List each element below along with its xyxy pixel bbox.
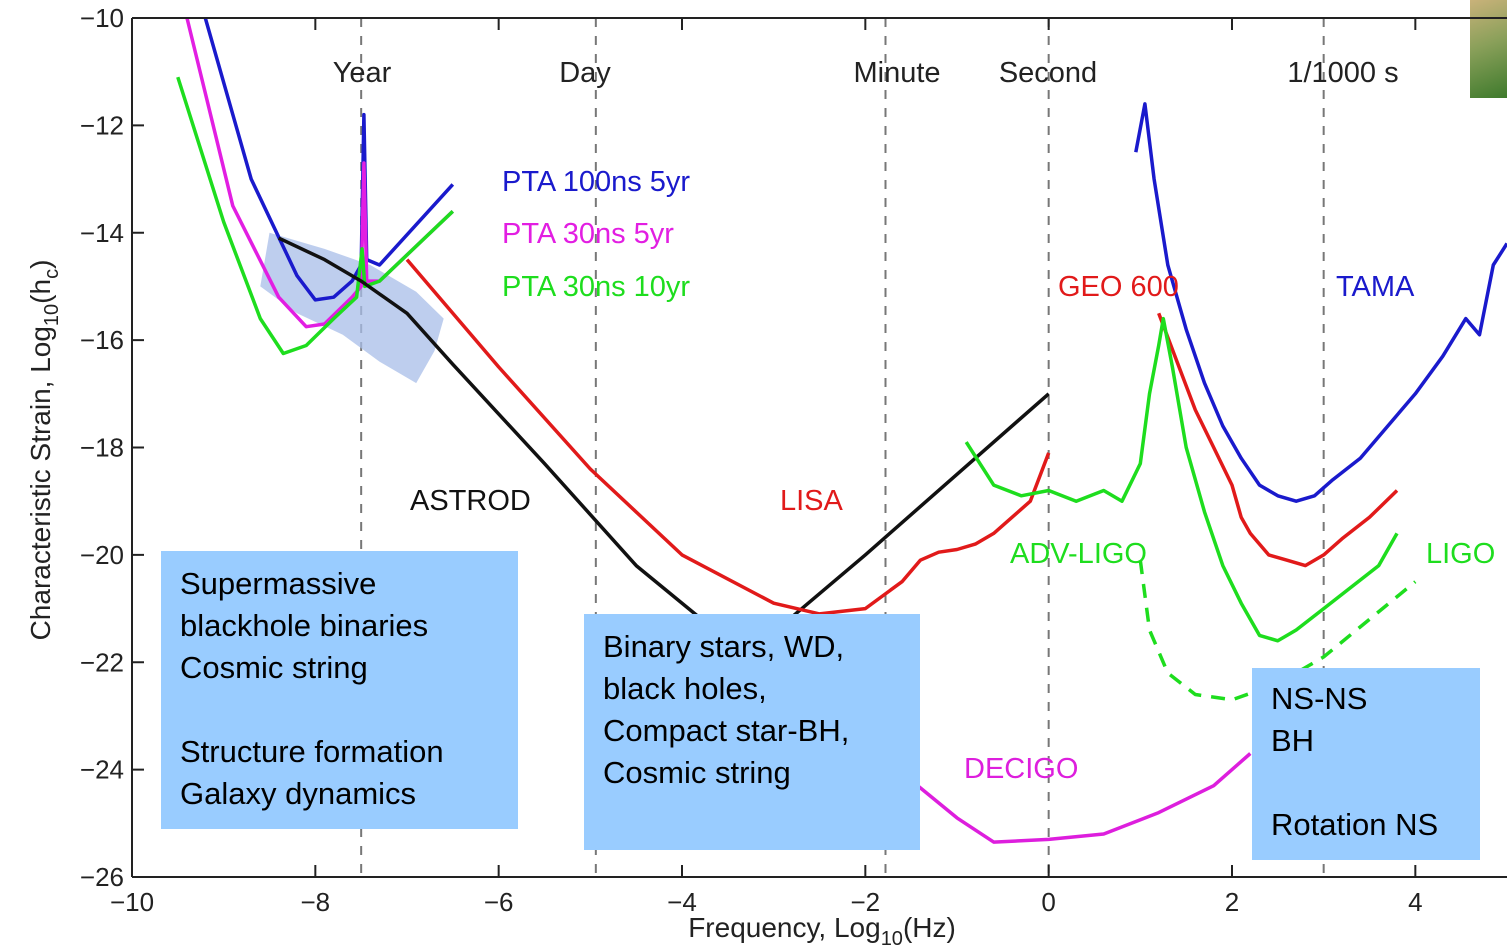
series-label: PTA 100ns 5yr [502,166,690,198]
x-tick-label: 4 [1408,887,1422,917]
series-line [1157,312,1399,568]
annotation-line: Supermassive [180,566,377,601]
series-line [176,76,455,356]
corner-photo [1470,0,1507,98]
x-tick-label: −10 [110,887,154,917]
y-tick-label: −22 [80,647,124,677]
annotation-ns: NS-NS BH Rotation NS [1252,668,1480,860]
series-label: PTA 30ns 5yr [502,218,674,250]
axes [131,17,1507,878]
annotation-line: Binary stars, WD, [603,629,845,664]
x-tick-label: −2 [851,887,881,917]
series-labels: PTA 100ns 5yr PTA 30ns 5yr PTA 30ns 10yr AS… [410,166,1495,785]
time-marker-label: Second [999,57,1097,89]
series-line [910,752,1252,844]
y-tick-label: −26 [80,862,124,892]
annotation-smbh: Supermassive blackhole binaries Cosmic str… [161,551,518,829]
series-label: DECIGO [964,753,1078,785]
x-tick-label: −6 [484,887,514,917]
series-label: ASTROD [410,485,531,517]
annotation-line: BH [1271,723,1315,758]
annotation-line: Galaxy dynamics [180,776,417,811]
x-tick-label: 2 [1225,887,1239,917]
y-tick-label: −16 [80,325,124,355]
time-marker-label: 1/1000 s [1287,57,1398,89]
series-line [277,236,1050,659]
series-line [1138,559,1417,702]
annotation-binaries: Binary stars, WD, black holes, Compact sta… [584,614,920,850]
annotation-line: Compact star-BH, [603,713,850,748]
series-label: ADV-LIGO [1010,538,1147,570]
y-axis-title: Characteristic Strain, Log10(hc) [25,260,63,641]
series-label: PTA 30ns 10yr [502,271,690,303]
series-line [203,17,455,302]
x-tick-label: −4 [667,887,697,917]
x-tick-label: −8 [301,887,331,917]
smbh-region [260,232,444,384]
y-tick-label: −14 [80,218,124,248]
time-marker-label: Year [333,57,392,89]
series-label: LISA [780,485,844,517]
series-lines [176,17,1507,844]
annotation-line: NS-NS [1271,681,1368,716]
y-tick-label: −18 [80,433,124,463]
tick-labels: −10 −8 −6 −4 −2 0 2 4−26−24−22−20−18−16−14−12−1… [80,3,1423,917]
y-tick-label: −24 [80,755,124,785]
series-line [405,258,1051,616]
time-marker-label: Day [559,57,611,89]
series-label: GEO 600 [1058,271,1179,303]
source-region [260,232,444,384]
annotation-line: Structure formation [180,734,444,769]
time-marker-labels: Year Day Minute Second 1/1000 s [333,57,1399,89]
annotation-line: Rotation NS [1271,807,1439,842]
x-tick-label: 0 [1041,887,1055,917]
y-tick-label: −12 [80,110,124,140]
series-label: TAMA [1336,271,1415,303]
annotation-line: Cosmic string [603,755,791,790]
y-tick-label: −20 [80,540,124,570]
series-line [185,17,455,329]
series-line [964,316,1399,643]
series-label: LIGO [1426,538,1495,570]
annotation-line: black holes, [603,671,767,706]
time-marker-label: Minute [853,57,940,89]
annotation-line: blackhole binaries [180,608,429,643]
annotation-line: Cosmic string [180,650,368,685]
series-line [1134,102,1507,503]
x-axis-title: Frequency, Log10(Hz) [688,912,956,950]
y-tick-label: −10 [80,3,124,33]
annotation-line [180,689,518,731]
annotation-line [1271,762,1480,804]
